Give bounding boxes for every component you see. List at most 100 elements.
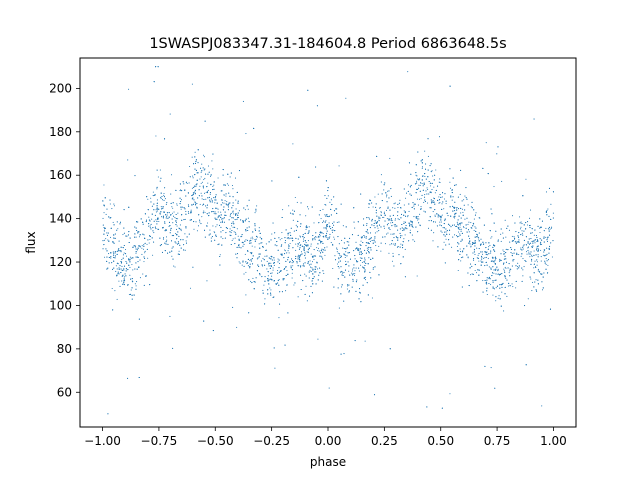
data-point [207,189,209,191]
data-point [369,199,371,202]
data-point [410,221,412,223]
data-point [138,236,140,238]
data-point [381,193,383,195]
data-point [324,214,326,216]
data-point [531,240,533,242]
data-point [531,254,533,256]
data-point [419,224,421,227]
data-point [183,218,185,221]
data-point [116,268,118,270]
data-point [520,221,522,223]
data-point [526,253,528,255]
data-point [135,262,137,264]
data-point [474,214,477,216]
data-point [545,211,547,213]
data-point [478,260,480,262]
data-point [374,232,376,234]
data-point [322,235,324,238]
data-point [306,226,308,228]
data-point [304,273,306,275]
data-point [215,226,217,228]
data-point [334,255,336,257]
data-point [510,246,512,249]
data-point [331,204,333,206]
data-point [393,203,395,205]
data-point [117,272,119,275]
data-point [427,202,429,204]
data-point [257,264,259,266]
data-point [459,248,461,250]
data-point [297,296,299,298]
data-point [299,266,302,268]
data-point [258,265,260,267]
data-point [290,234,292,237]
data-point [528,251,530,253]
data-point [119,265,121,267]
data-point [201,163,203,165]
data-point [272,222,274,224]
data-point [485,246,487,249]
data-point [473,229,475,231]
data-point [261,242,263,244]
data-point [155,219,157,221]
data-point [355,248,357,250]
data-point [154,194,156,196]
data-point [191,198,193,200]
data-point [549,228,551,230]
data-point [414,203,416,205]
data-point [318,235,320,238]
data-point [389,348,391,350]
data-point [122,254,125,256]
data-point [397,211,399,213]
data-point [314,268,316,270]
data-point [249,263,251,265]
data-point [434,209,436,211]
data-point [367,242,369,244]
data-point [388,197,390,199]
data-point [304,254,306,257]
data-point [113,242,115,244]
data-point [360,250,362,252]
data-point [385,192,387,194]
data-point [214,218,217,220]
data-point [238,169,241,172]
data-point [407,190,409,193]
data-point [276,245,278,247]
data-point [478,236,480,238]
data-point [319,209,321,212]
data-point [274,232,276,234]
data-point [503,268,505,270]
data-point [278,259,280,261]
data-point [249,252,251,254]
data-point [528,243,531,245]
data-point [440,215,442,217]
data-point [330,214,332,216]
data-point [213,231,215,233]
data-point [378,274,380,276]
data-point [469,238,471,240]
data-point [316,105,318,107]
data-point [522,234,524,236]
data-point [375,209,377,211]
data-point [118,273,120,275]
data-point [297,256,299,258]
data-point [270,239,272,241]
data-point [156,208,158,210]
data-point [229,176,231,178]
data-point [373,394,376,396]
data-point [536,239,538,241]
data-point [302,238,305,240]
data-point [134,283,136,285]
data-point [486,277,488,279]
data-point [403,188,405,190]
data-point [308,230,310,232]
data-point [433,186,435,188]
data-point [223,194,225,196]
data-point [129,266,131,268]
data-point [426,406,428,408]
data-point [336,247,338,249]
data-point [143,256,145,258]
data-point [505,261,508,263]
data-point [255,238,257,240]
